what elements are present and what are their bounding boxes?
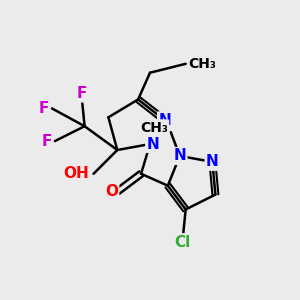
Text: N: N	[173, 148, 186, 164]
Text: CH₃: CH₃	[140, 121, 168, 135]
Text: N: N	[147, 136, 159, 152]
Text: N: N	[206, 154, 219, 169]
Text: F: F	[41, 134, 52, 148]
Text: O: O	[105, 184, 118, 199]
Text: F: F	[39, 101, 49, 116]
Text: N: N	[158, 113, 171, 128]
Text: OH: OH	[63, 166, 89, 181]
Text: CH₃: CH₃	[189, 57, 217, 71]
Text: Cl: Cl	[175, 235, 191, 250]
Text: F: F	[76, 86, 87, 101]
